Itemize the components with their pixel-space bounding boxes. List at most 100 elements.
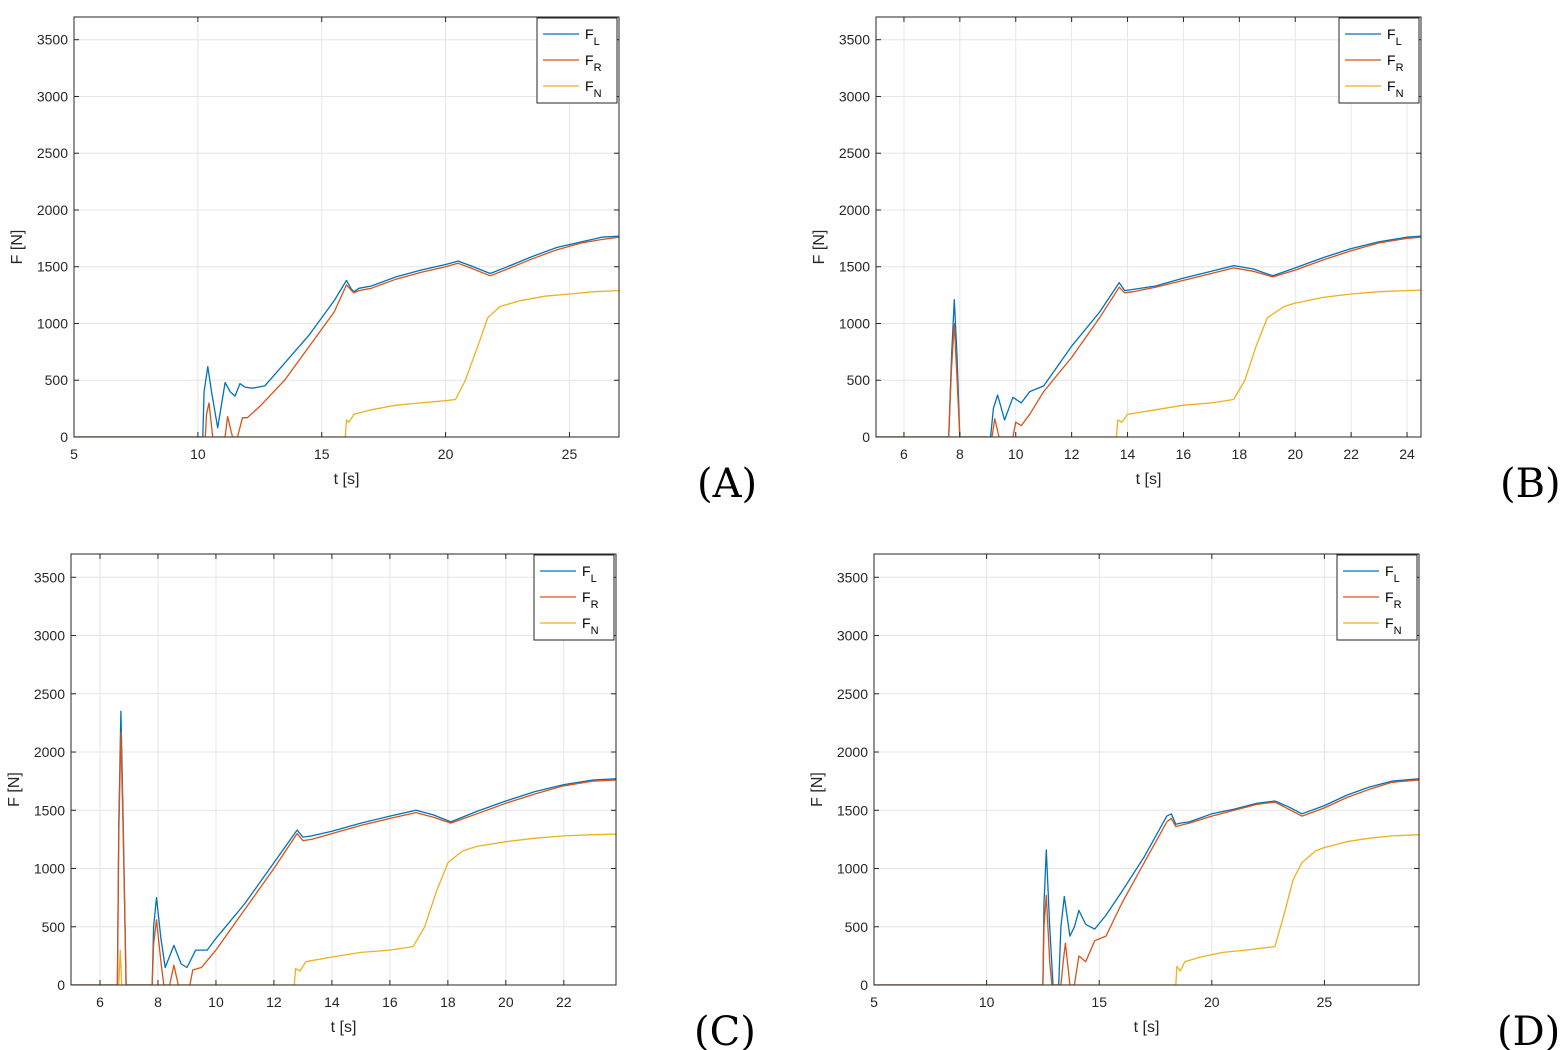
y-axis-label: F [N] bbox=[6, 772, 23, 807]
series-line-F_L bbox=[74, 235, 619, 437]
legend: FL FR FN bbox=[533, 554, 615, 641]
x-tick-label: 15 bbox=[1091, 994, 1107, 1010]
y-tick-label: 3500 bbox=[839, 32, 870, 48]
series-line-F_N bbox=[876, 289, 1421, 437]
x-tick-label: 18 bbox=[1232, 446, 1248, 462]
x-axis-label: t [s] bbox=[331, 1019, 357, 1036]
y-tick-label: 3500 bbox=[34, 569, 65, 585]
legend: FL FR FN bbox=[536, 17, 618, 104]
x-tick-label: 12 bbox=[266, 994, 282, 1010]
x-tick-label: 6 bbox=[900, 446, 908, 462]
y-tick-label: 500 bbox=[847, 372, 871, 388]
y-tick-label: 2000 bbox=[37, 202, 68, 218]
y-tick-label: 0 bbox=[862, 429, 870, 445]
x-tick-label: 10 bbox=[190, 446, 206, 462]
legend: FL FR FN bbox=[1338, 17, 1420, 104]
legend-label-F_R: FR bbox=[1385, 589, 1402, 611]
series-line-F_L bbox=[71, 710, 616, 985]
series-line-F_N bbox=[74, 289, 619, 437]
x-axis-label: t [s] bbox=[1136, 471, 1162, 488]
y-tick-label: 500 bbox=[45, 372, 69, 388]
series-line-F_N bbox=[71, 833, 616, 985]
y-tick-label: 500 bbox=[845, 919, 869, 935]
x-tick-label: 8 bbox=[154, 994, 162, 1010]
y-tick-label: 2000 bbox=[837, 744, 868, 760]
y-tick-label: 3500 bbox=[37, 32, 68, 48]
y-tick-label: 1000 bbox=[34, 861, 65, 877]
x-tick-label: 22 bbox=[556, 994, 572, 1010]
chart-panel-3: 6 8 10 12 14 16 18 20 22 0 500 1000 1500 2000 2500 3000… bbox=[6, 553, 756, 1050]
legend-label-F_R: FR bbox=[1387, 52, 1404, 74]
legend-label-F_R: FR bbox=[585, 52, 602, 74]
y-axis-label: F [N] bbox=[9, 230, 26, 265]
y-tick-label: 3000 bbox=[34, 628, 65, 644]
x-tick-label: 20 bbox=[498, 994, 514, 1010]
axes-box bbox=[73, 16, 620, 438]
x-tick-label: 6 bbox=[96, 994, 104, 1010]
x-tick-label: 10 bbox=[208, 994, 224, 1010]
panel-label: (C) bbox=[694, 1009, 756, 1050]
series-line-F_L bbox=[874, 778, 1419, 985]
plot-area bbox=[874, 554, 1419, 985]
y-axis-label: F [N] bbox=[809, 772, 826, 807]
y-tick-label: 3000 bbox=[37, 88, 68, 104]
panel-label: (A) bbox=[697, 461, 757, 507]
panel-label: (D) bbox=[1497, 1009, 1560, 1050]
series-line-F_R bbox=[876, 236, 1421, 437]
x-tick-label: 25 bbox=[562, 446, 578, 462]
legend-label-F_N: FN bbox=[582, 615, 599, 637]
axes-box bbox=[873, 553, 1420, 986]
series-group bbox=[876, 235, 1421, 437]
x-tick-label: 20 bbox=[1204, 994, 1220, 1010]
y-tick-label: 0 bbox=[860, 977, 868, 993]
chart-panel-4: 5 10 15 20 25 0 500 1000 1500 2000 2500 3000 3500 t [… bbox=[809, 553, 1560, 1050]
series-line-F_L bbox=[876, 235, 1421, 437]
axes-box bbox=[875, 16, 1422, 438]
legend-label-F_L: FL bbox=[1387, 26, 1402, 48]
y-tick-label: 3000 bbox=[837, 628, 868, 644]
x-tick-label: 15 bbox=[314, 446, 330, 462]
y-tick-label: 2000 bbox=[34, 744, 65, 760]
y-tick-label: 3000 bbox=[839, 88, 870, 104]
x-tick-label: 25 bbox=[1317, 994, 1333, 1010]
legend-label-F_L: FL bbox=[1385, 563, 1400, 585]
legend-label-F_N: FN bbox=[1385, 615, 1402, 637]
x-tick-label: 8 bbox=[956, 446, 964, 462]
y-tick-label: 2500 bbox=[34, 686, 65, 702]
x-tick-label: 18 bbox=[440, 994, 456, 1010]
y-tick-label: 1000 bbox=[839, 315, 870, 331]
x-axis-label: t [s] bbox=[1134, 1019, 1160, 1036]
x-tick-label: 14 bbox=[324, 994, 340, 1010]
y-axis-label: F [N] bbox=[811, 230, 828, 265]
y-tick-label: 2500 bbox=[37, 145, 68, 161]
panel-label: (B) bbox=[1500, 461, 1561, 507]
series-group bbox=[71, 710, 616, 985]
x-tick-label: 20 bbox=[438, 446, 454, 462]
y-tick-label: 1500 bbox=[837, 802, 868, 818]
y-tick-label: 500 bbox=[42, 919, 66, 935]
y-tick-label: 0 bbox=[57, 977, 65, 993]
x-tick-label: 12 bbox=[1064, 446, 1080, 462]
series-line-F_R bbox=[74, 236, 619, 437]
y-tick-label: 1000 bbox=[37, 315, 68, 331]
chart-panel-2: 6 8 10 12 14 16 18 20 22 24 0 500 1000 1500 2000 2500 30… bbox=[811, 16, 1561, 507]
x-tick-label: 14 bbox=[1120, 446, 1136, 462]
legend-label-F_L: FL bbox=[582, 563, 597, 585]
y-tick-label: 0 bbox=[60, 429, 68, 445]
x-tick-label: 20 bbox=[1287, 446, 1303, 462]
x-tick-label: 16 bbox=[1176, 446, 1192, 462]
x-tick-label: 10 bbox=[979, 994, 995, 1010]
x-tick-label: 5 bbox=[870, 994, 878, 1010]
x-tick-label: 24 bbox=[1399, 446, 1415, 462]
x-tick-label: 10 bbox=[1008, 446, 1024, 462]
series-line-F_R bbox=[71, 731, 616, 985]
series-line-F_N bbox=[874, 834, 1419, 985]
y-tick-label: 2000 bbox=[839, 202, 870, 218]
plot-area bbox=[74, 17, 619, 437]
legend-label-F_N: FN bbox=[585, 78, 602, 100]
y-tick-label: 1500 bbox=[37, 259, 68, 275]
legend-label-F_L: FL bbox=[585, 26, 600, 48]
series-line-F_R bbox=[874, 779, 1419, 985]
x-tick-label: 22 bbox=[1343, 446, 1359, 462]
legend-label-F_N: FN bbox=[1387, 78, 1404, 100]
